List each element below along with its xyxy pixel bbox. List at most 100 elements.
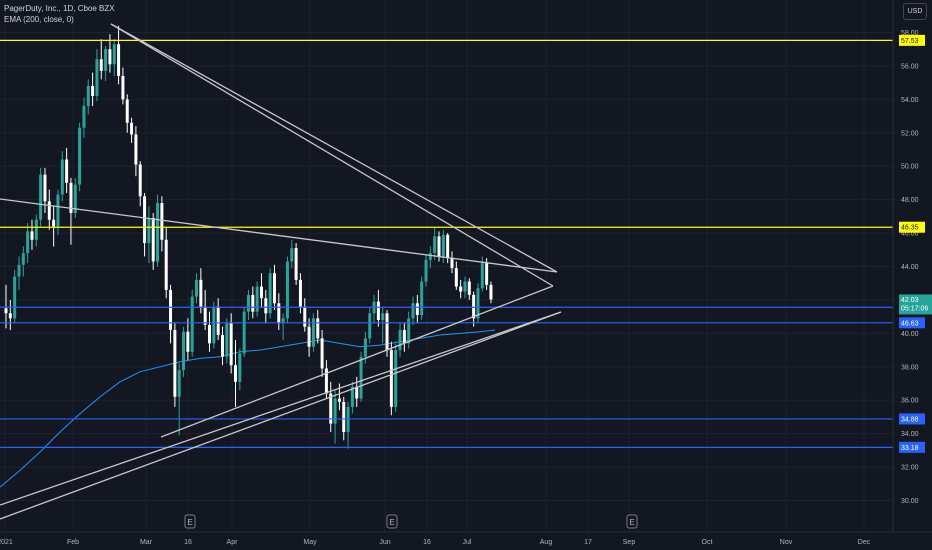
candle-body [26,231,30,254]
level-tag [899,413,925,425]
time-tick-label: Aug [540,539,553,546]
earnings-icon[interactable] [184,514,196,529]
indicator-label[interactable]: EMA (200, close, 0) [4,15,74,24]
price-tick-label: 54.00 [901,97,919,104]
candle-body [259,286,263,299]
candle-body [78,127,82,185]
ema-200-line [0,329,496,488]
candle-body [121,75,125,100]
candle-body [402,330,406,344]
candle-body [285,261,289,319]
ema-line [0,329,496,488]
candle-body [86,85,90,107]
level-tag [899,221,925,233]
candle-body [30,231,34,240]
candle-body [91,85,95,97]
candle-body [255,286,259,312]
candle-body [415,303,419,315]
symbol-title[interactable]: PagerDuty, Inc., 1D, Cboe BZX [4,4,115,13]
candle-body [173,330,177,397]
trendline[interactable] [0,311,562,520]
price-tick-label: 56.00 [901,63,919,70]
price-tick-label: 46.00 [901,231,919,238]
time-tick-label: 16 [423,539,431,546]
earnings-label: E [187,518,192,527]
price-tick-label: 48.00 [901,197,919,204]
trendline[interactable] [0,311,562,506]
candle-body [34,219,38,240]
candle-body [303,306,307,327]
candle-body [411,303,415,319]
candle-body [294,248,298,280]
level-tag-label: 34.88 [901,416,919,423]
time-tick-label: 2021 [0,539,13,546]
candle-body [242,311,246,354]
candle-body [130,122,134,135]
candle-body [225,323,229,357]
candle-body [398,330,402,351]
candle-body [264,298,268,314]
candle-body [95,59,99,97]
candle-body [134,134,138,165]
level-tag [899,317,925,329]
candle-body [480,263,484,289]
horizontal-levels[interactable] [0,39,893,448]
level-tag [899,441,925,453]
level-tag [899,34,925,46]
candle-body [394,350,398,407]
candle-body [307,326,311,347]
candle-body [182,331,186,371]
level-tag-label: 46.35 [901,225,919,232]
candle-body [298,279,302,307]
candle-body [186,331,190,352]
candle-body [407,318,411,344]
candle-body [99,59,103,71]
earnings-icon[interactable] [386,514,398,529]
price-tick-label: 50.00 [901,164,919,171]
candle-body [156,202,160,262]
time-tick-label: Dec [858,539,871,546]
candle-body [203,306,207,325]
candle-body [112,44,116,65]
time-tick-label: Apr [227,539,239,546]
time-tick-label: Jul [463,539,472,546]
trendline[interactable] [0,198,558,273]
candle-body [73,184,77,214]
time-tick-label: May [303,539,317,546]
price-tick-label: 44.00 [901,264,919,271]
candle-body [160,202,164,240]
trendline[interactable] [110,23,558,273]
trendline[interactable] [160,285,554,438]
trendlines[interactable] [0,23,562,520]
candle-body [39,174,43,220]
candle-body [138,164,142,197]
candle-body [13,276,17,319]
price-tick-label: 38.00 [901,364,919,371]
candle-body [316,318,320,339]
price-tick-label: 34.00 [901,431,919,438]
currency-label[interactable]: USD [903,3,927,20]
candle-body [147,218,151,244]
candle-body [117,44,121,76]
trendline[interactable] [110,23,554,287]
candle-body [489,284,493,300]
candle-body [8,313,12,319]
candle-body [450,258,454,269]
candle-body [324,368,328,394]
candle-body [350,386,354,407]
candle-body [21,253,25,265]
candle-body [329,393,333,424]
candle-body [433,236,437,254]
candle-body [190,296,194,352]
candle-body [424,259,428,282]
candle-body [441,234,445,257]
candle-body [246,294,250,312]
time-axis[interactable]: 2021 Feb Mar 16 Apr May Jun 16 Jul Aug 17 Sep Oct Nov… [0,531,932,546]
candle-body [212,306,216,344]
last-price-tag [899,294,932,315]
earnings-icon[interactable] [626,514,638,529]
candle-body [381,313,385,320]
candle-body [463,281,467,292]
